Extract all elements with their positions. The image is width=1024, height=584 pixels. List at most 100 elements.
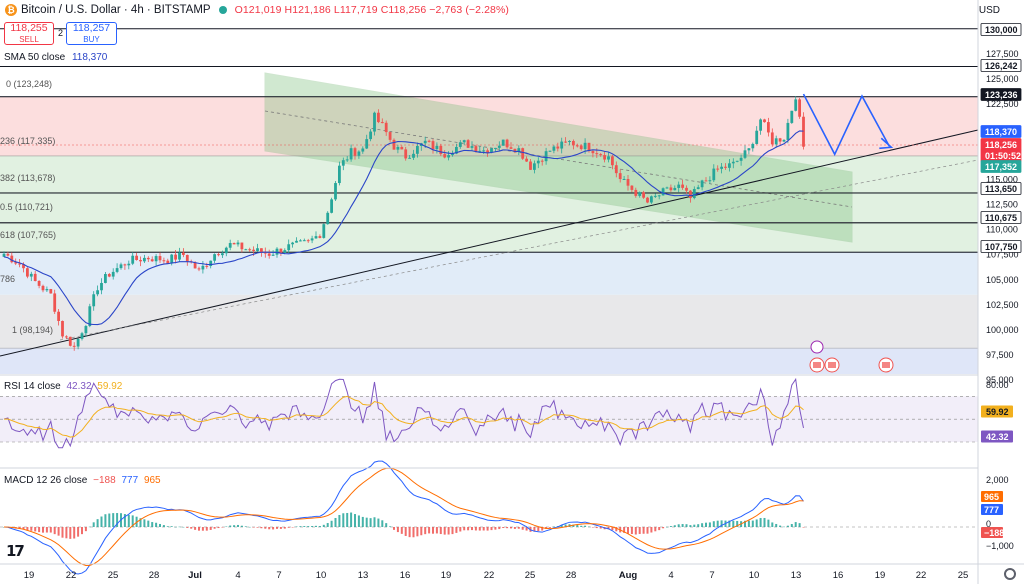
candle-body: [104, 274, 107, 283]
candle-body: [244, 249, 248, 251]
macd-histogram-bar: [630, 527, 633, 534]
macd-histogram-bar: [584, 525, 587, 527]
projection-path[interactable]: [802, 93, 891, 157]
rsi-tag[interactable]: [981, 430, 1013, 443]
price-tag[interactable]: [980, 160, 1022, 173]
candle-body: [263, 252, 267, 254]
candle-body: [681, 184, 684, 188]
sma-legend[interactable]: SMA 50 close 118,370: [4, 52, 107, 63]
rsi-ma-legend-value: 59.92: [97, 381, 123, 392]
macd-histogram-bar: [116, 513, 119, 527]
sell-button[interactable]: 118,255 SELL: [4, 22, 54, 45]
candle-body: [228, 243, 232, 248]
macd-line-value: 777: [121, 475, 139, 486]
candle-body: [794, 99, 798, 111]
candle-body: [236, 242, 240, 245]
macd-histogram-bar: [307, 526, 310, 527]
sma-50-line[interactable]: [3, 130, 804, 326]
macd-tick-label: 0: [986, 519, 991, 529]
candle-body: [33, 273, 37, 281]
macd-tag[interactable]: [981, 527, 1003, 538]
candle-body: [521, 148, 525, 159]
ascending-trendline[interactable]: [0, 129, 979, 357]
candle-body: [209, 260, 213, 267]
descending-channel[interactable]: [264, 72, 853, 243]
candle-body: [751, 143, 755, 149]
macd-histogram-bar: [783, 526, 785, 528]
currency-label[interactable]: USD: [978, 5, 1000, 16]
candle-body: [669, 187, 673, 191]
macd-histogram-bar: [96, 519, 99, 527]
candle-body: [673, 187, 677, 191]
candle-body: [759, 119, 762, 131]
macd-histogram-bar: [365, 517, 368, 527]
macd-tag[interactable]: [981, 491, 1003, 502]
macd-histogram-bar: [627, 527, 629, 534]
candle-body: [708, 180, 712, 182]
candle-body: [322, 224, 326, 238]
macd-histogram-bar: [162, 525, 165, 527]
candle-body: [349, 148, 353, 160]
price-tag[interactable]: [980, 125, 1022, 138]
price-tag[interactable]: [980, 182, 1022, 195]
price-tag-label: 110,675: [985, 213, 1017, 223]
candle-body: [185, 254, 189, 262]
rsi-legend-label: RSI 14 close: [4, 381, 61, 392]
candle-body: [330, 199, 333, 213]
macd-histogram-bar: [400, 527, 403, 534]
candle-body: [564, 141, 567, 143]
rsi-line[interactable]: [3, 377, 804, 449]
macd-legend[interactable]: MACD 12 26 close −188 777 965: [4, 475, 161, 486]
candle-body: [123, 264, 127, 266]
macd-histogram-bar: [767, 519, 770, 527]
macd-histogram-bar: [751, 520, 754, 527]
rsi-tag[interactable]: [981, 405, 1013, 418]
macd-histogram-bar: [510, 527, 512, 529]
macd-tag[interactable]: [981, 504, 1003, 515]
symbol-title[interactable]: Bitcoin / U.S. Dollar · 4h · BITSTAMP: [21, 4, 211, 16]
macd-histogram-bar: [244, 526, 247, 527]
macd-histogram-bar: [73, 527, 76, 539]
macd-histogram-bar: [381, 520, 384, 527]
dividend-event-icon[interactable]: [810, 340, 824, 354]
time-tick-label: 28: [149, 570, 160, 581]
candle-body: [68, 336, 72, 346]
candle-body: [482, 150, 486, 152]
macd-histogram-bar: [615, 527, 618, 532]
candle-body: [770, 132, 774, 145]
macd-histogram-bar: [420, 527, 423, 536]
candle-body: [193, 262, 197, 269]
macd-histogram-bar: [439, 527, 442, 535]
signal-line[interactable]: [3, 467, 804, 566]
price-tag[interactable]: [980, 23, 1022, 36]
price-tag[interactable]: [980, 88, 1022, 101]
candle-body: [326, 212, 330, 225]
candle-body: [341, 160, 345, 166]
rsi-legend[interactable]: RSI 14 close 42.32 59.92: [4, 381, 122, 392]
price-tag[interactable]: [980, 59, 1022, 72]
buy-button[interactable]: 118,257 BUY: [66, 22, 117, 45]
fib-label: 0 (123,248): [6, 79, 52, 89]
macd-line[interactable]: [3, 460, 804, 575]
candle-body: [575, 145, 579, 147]
macd-histogram-bar: [525, 527, 528, 531]
macd-histogram-bar: [537, 527, 540, 532]
macd-histogram-bar: [755, 519, 758, 527]
rsi-ma-line[interactable]: [3, 395, 804, 438]
macd-histogram-bar: [560, 524, 563, 527]
price-tag[interactable]: [980, 211, 1022, 224]
time-tick-label: 4: [235, 570, 240, 581]
macd-histogram-bar: [127, 515, 130, 527]
macd-histogram-bar: [428, 527, 431, 534]
macd-histogram-bar: [272, 527, 275, 530]
macd-histogram-bar: [350, 512, 353, 527]
macd-histogram-bar: [708, 522, 711, 527]
macd-histogram-bar: [155, 522, 158, 527]
macd-tick-label: −1,000: [986, 541, 1014, 551]
macd-histogram-bar: [393, 527, 395, 530]
price-tag[interactable]: [980, 240, 1022, 253]
fib-zone: [0, 252, 978, 295]
candle-body: [392, 139, 396, 150]
gear-icon[interactable]: [1004, 568, 1016, 580]
